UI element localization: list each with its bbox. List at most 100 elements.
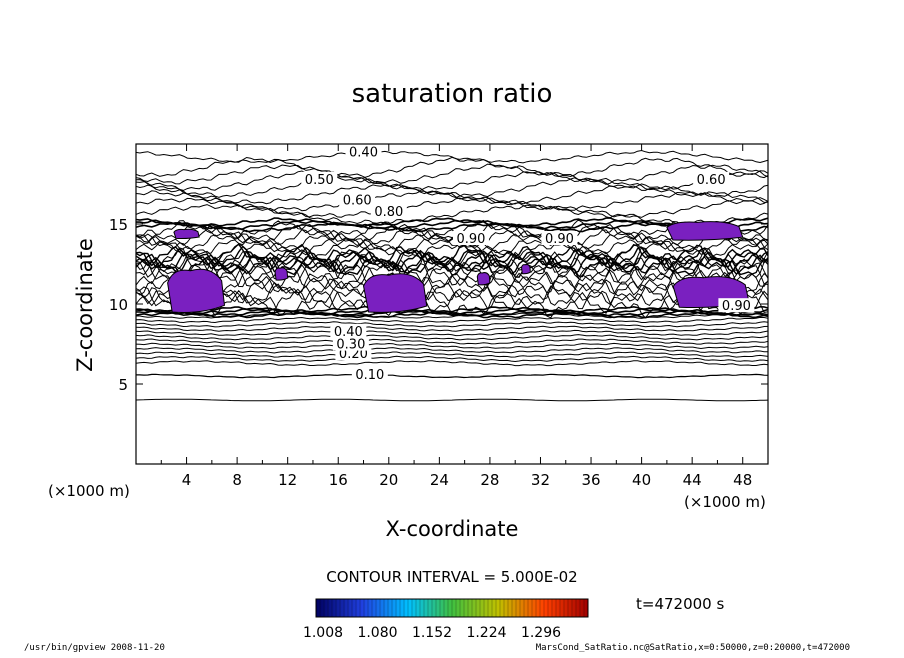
contour-line [136, 264, 768, 295]
contour-line [136, 163, 768, 185]
contour-line [136, 176, 768, 199]
x-unit-label: (×1000 m) [684, 493, 766, 511]
footer-right: MarsCond_SatRatio.nc@SatRatio,x=0:50000,… [536, 643, 850, 653]
contour-line [136, 149, 768, 164]
x-tick-label: 28 [480, 471, 499, 489]
contour-label: 0.60 [343, 194, 372, 209]
contour-label: 0.50 [305, 173, 334, 188]
contour-line [136, 398, 768, 402]
contour-label: 0.90 [722, 299, 751, 314]
colorbar-tick-label: 1.224 [466, 625, 506, 641]
colorbar-tick-label: 1.296 [521, 625, 561, 641]
shaded-region [666, 221, 744, 241]
contour-line [136, 239, 768, 260]
contour-label-bg [330, 323, 367, 338]
contour-line [136, 197, 768, 219]
colorbar-tick-label: 1.008 [303, 625, 343, 641]
contour-label: 0.90 [456, 232, 485, 247]
y-unit-label: (×1000 m) [48, 482, 130, 500]
contour-label: 0.30 [336, 338, 365, 353]
contour-line [136, 274, 768, 306]
x-tick-label: 4 [182, 471, 192, 489]
contour-line [136, 342, 768, 350]
contour-label: 0.40 [349, 146, 378, 161]
contour-label-bg [370, 203, 407, 218]
colorbar-stripes [319, 599, 585, 617]
colorbar-frame [315, 598, 589, 618]
contour-label: 0.80 [374, 205, 403, 220]
contour-line [136, 223, 768, 244]
x-tick-label: 44 [683, 471, 702, 489]
colorbar: 1.008 1.080 1.152 1.224 1.296 [303, 598, 589, 641]
contour-label-bg [541, 231, 578, 245]
y-tick-label: 15 [109, 216, 128, 234]
x-axis-label: X-coordinate [386, 517, 519, 541]
contour-line [136, 305, 768, 313]
contour-label-bg [345, 144, 382, 159]
contour-line [136, 338, 768, 345]
x-tick-label: 16 [329, 471, 348, 489]
x-ticks: 4 8 12 16 20 24 28 32 36 40 44 48 [160, 144, 752, 489]
contour-line [136, 217, 768, 228]
x-tick-label: 40 [632, 471, 651, 489]
contour-line [136, 351, 768, 358]
shaded-region [167, 268, 226, 313]
contour-line [136, 156, 768, 179]
colorbar-tick-labels: 1.008 1.080 1.152 1.224 1.296 [303, 625, 561, 641]
contour-line [136, 219, 768, 231]
contour-label: 0.20 [339, 347, 368, 362]
contour-line [136, 308, 768, 315]
x-tick-label: 12 [278, 471, 297, 489]
y-tick-label: 5 [118, 376, 128, 394]
y-ticks: 5 10 15 [109, 216, 768, 394]
contour-line [136, 373, 768, 379]
contour-line [136, 325, 768, 332]
colorbar-tick-label: 1.080 [357, 625, 397, 641]
contour-label: 0.40 [334, 325, 363, 340]
x-tick-label: 48 [733, 471, 752, 489]
contour-line [136, 360, 768, 367]
contour-label-bg [693, 171, 730, 186]
contour-line [136, 190, 768, 212]
contour-label-bg [452, 231, 489, 245]
contour-line [136, 321, 768, 328]
contour-line [136, 183, 768, 206]
shaded-region [521, 263, 531, 275]
x-tick-label: 32 [531, 471, 550, 489]
contour-line [136, 250, 768, 281]
contour-line [136, 311, 768, 319]
contour-label-bg [718, 298, 755, 313]
x-tick-label: 24 [430, 471, 449, 489]
x-tick-label: 8 [232, 471, 242, 489]
contour-line [136, 243, 768, 267]
y-axis-label: Z-coordinate [73, 238, 97, 372]
contour-label-bg [332, 336, 369, 351]
contour-label-bg [351, 367, 388, 381]
contour-lines [136, 149, 768, 402]
contour-line [136, 279, 768, 310]
shaded-region [362, 273, 428, 313]
x-tick-label: 36 [581, 471, 600, 489]
contour-line [136, 246, 768, 275]
x-tick-label: 20 [379, 471, 398, 489]
contour-line [136, 355, 768, 363]
contour-label: 0.90 [545, 232, 574, 247]
contour-interval-text: CONTOUR INTERVAL = 5.000E-02 [326, 568, 577, 586]
shaded-region [476, 272, 491, 286]
contour-line [136, 316, 768, 324]
contour-label: 0.10 [355, 368, 384, 383]
shaded-region [173, 228, 200, 239]
footer-left: /usr/bin/gpview 2008-11-20 [24, 643, 165, 653]
contour-line [136, 285, 768, 314]
y-tick-label: 10 [109, 296, 128, 314]
contour-line [136, 228, 768, 247]
colorbar-tick-label: 1.152 [412, 625, 452, 641]
contour-label-bg [339, 192, 376, 207]
contour-labels: 0.100.200.300.400.400.500.600.600.800.90… [301, 144, 755, 383]
contour-line [136, 329, 768, 337]
contour-line [136, 334, 768, 341]
contour-line [136, 219, 768, 240]
contour-label-bg [301, 171, 338, 186]
